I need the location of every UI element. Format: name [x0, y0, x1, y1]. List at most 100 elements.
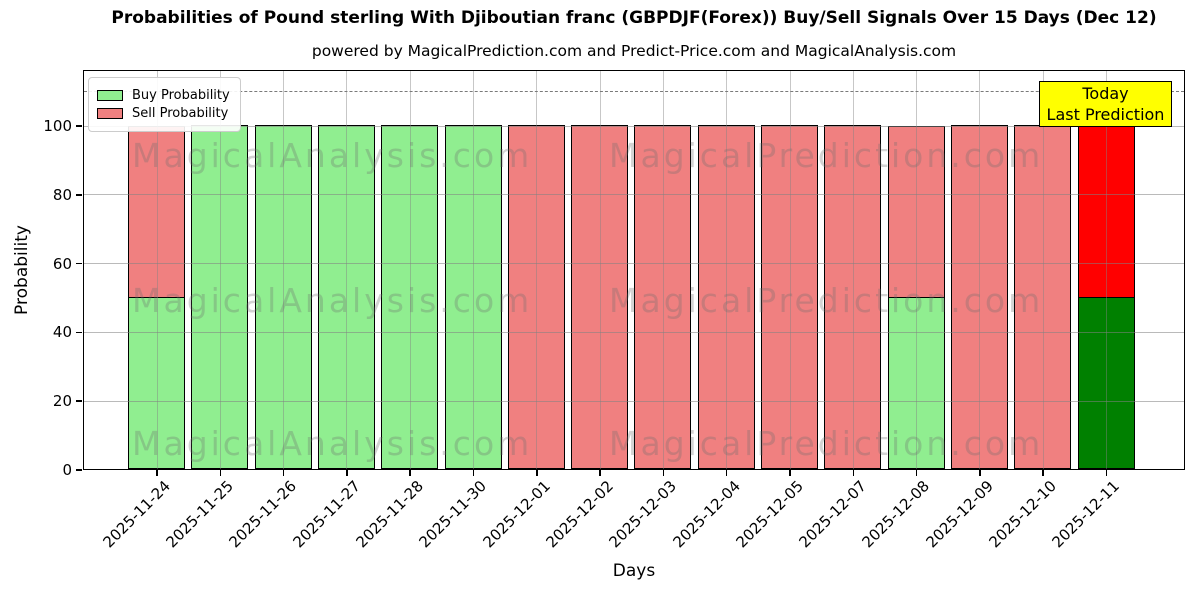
x-tick-label: 2025-11-27: [289, 477, 364, 552]
vertical-gridline: [536, 71, 538, 469]
vertical-gridline: [409, 71, 411, 469]
vertical-gridline: [1106, 71, 1107, 469]
x-tick-label: 2025-11-25: [162, 477, 238, 552]
today-annotation-line1: Today: [1082, 84, 1129, 103]
horizontal-gridline: [84, 125, 1184, 127]
x-tick-mark: [852, 470, 855, 476]
vertical-gridline: [916, 71, 918, 469]
today-annotation: Today Last Prediction: [1039, 81, 1172, 127]
buy-bar-segment: [191, 125, 249, 469]
watermark-text: MagicalPrediction.com: [609, 424, 1044, 463]
vertical-gridline: [662, 71, 664, 469]
sell-bar-segment: [887, 126, 945, 299]
vertical-gridline: [852, 71, 854, 469]
x-tick-label: 2025-11-28: [352, 477, 427, 552]
horizontal-gridline: [84, 400, 1184, 402]
vertical-gridline: [726, 71, 728, 469]
x-tick-mark: [536, 470, 538, 476]
x-tick-mark: [915, 470, 918, 476]
chart-subtitle: powered by MagicalPrediction.com and Pre…: [311, 42, 957, 60]
y-tick-mark: [76, 400, 82, 402]
x-tick-mark: [1042, 470, 1044, 476]
x-tick-mark: [409, 470, 411, 476]
vertical-gridline: [346, 71, 348, 469]
sell-bar-segment: [634, 125, 692, 469]
x-tick-label: 2025-12-05: [732, 477, 807, 552]
buy-bar-segment: [317, 125, 375, 469]
buy-bar-segment: [128, 297, 185, 469]
x-tick-label: 2025-12-07: [795, 477, 871, 552]
legend: Buy Probability Sell Probability: [88, 77, 241, 132]
chart-title: Probabilities of Pound sterling With Dji…: [111, 8, 1157, 28]
x-tick-label: 2025-12-09: [922, 477, 997, 552]
x-tick-mark: [282, 470, 285, 476]
watermark-layer: MagicalAnalysis.com MagicalPrediction.co…: [84, 71, 1184, 469]
today-annotation-line2: Last Prediction: [1046, 105, 1165, 124]
y-tick-mark: [76, 125, 82, 127]
sell-bar-segment: [761, 125, 818, 469]
horizontal-gridline: [84, 263, 1184, 265]
buy-bar-segment: [444, 125, 502, 469]
buy-bar-segment: [381, 125, 439, 469]
threshold-dashed-line: [84, 91, 1184, 92]
x-tick-mark: [346, 470, 348, 476]
vertical-gridline: [473, 71, 474, 469]
x-tick-mark: [472, 470, 475, 476]
vertical-gridline: [1042, 71, 1044, 469]
vertical-gridline: [789, 71, 791, 469]
x-tick-mark: [219, 470, 222, 476]
vertical-gridline: [219, 71, 221, 469]
legend-label: Sell Probability: [132, 106, 229, 121]
vertical-gridline: [599, 71, 601, 469]
buy-probability-swatch: [97, 90, 123, 101]
legend-item-sell: Sell Probability: [97, 106, 230, 121]
y-tick-label: 20: [52, 392, 72, 411]
buy-bar-segment: [887, 297, 945, 469]
x-tick-mark: [1105, 470, 1108, 476]
x-tick-mark: [789, 470, 791, 476]
y-tick-mark: [76, 194, 82, 196]
x-tick-label: 2025-12-10: [985, 477, 1060, 552]
x-tick-label: 2025-12-08: [858, 477, 934, 552]
x-tick-label: 2025-11-26: [225, 477, 301, 552]
watermark-text: MagicalAnalysis.com: [132, 281, 533, 320]
bars-layer: [84, 71, 1184, 469]
sell-bar-segment: [697, 125, 755, 469]
watermark-text: MagicalPrediction.com: [609, 281, 1044, 320]
x-tick-label: 2025-11-30: [415, 477, 491, 552]
y-tick-mark: [76, 331, 82, 334]
horizontal-gridline: [84, 194, 1184, 196]
x-tick-label: 2025-12-04: [669, 477, 744, 552]
y-tick-label: 100: [43, 117, 72, 135]
plot-area: MagicalAnalysis.com MagicalPrediction.co…: [83, 70, 1185, 470]
watermark-text: MagicalPrediction.com: [609, 136, 1044, 175]
sell-bar-segment: [1077, 126, 1135, 299]
y-tick-label: 60: [52, 254, 72, 273]
y-tick-mark: [76, 469, 82, 471]
x-tick-label: 2025-12-03: [605, 477, 681, 552]
sell-bar-segment: [507, 125, 565, 469]
y-tick-mark: [76, 262, 82, 265]
watermark-text: MagicalAnalysis.com: [132, 136, 533, 175]
x-tick-label: 2025-12-11: [1048, 477, 1124, 552]
x-axis-label: Days: [612, 561, 656, 581]
vertical-gridline: [283, 71, 285, 469]
y-tick-label: 0: [62, 461, 72, 479]
legend-item-buy: Buy Probability: [97, 88, 230, 103]
sell-bar-segment: [824, 125, 882, 469]
sell-probability-swatch: [97, 108, 123, 119]
x-tick-mark: [662, 470, 665, 476]
legend-label: Buy Probability: [132, 88, 230, 103]
y-tick-label: 40: [52, 323, 72, 342]
grid-layer: [84, 71, 1184, 469]
sell-bar-segment: [128, 126, 185, 299]
x-tick-mark: [725, 470, 728, 476]
vertical-gridline: [979, 71, 981, 469]
x-tick-label: 2025-12-02: [542, 477, 617, 552]
x-tick-mark: [156, 470, 158, 476]
sell-bar-segment: [1014, 125, 1072, 469]
buy-bar-segment: [254, 125, 312, 469]
y-tick-label: 80: [52, 185, 72, 204]
horizontal-gridline: [84, 331, 1184, 333]
